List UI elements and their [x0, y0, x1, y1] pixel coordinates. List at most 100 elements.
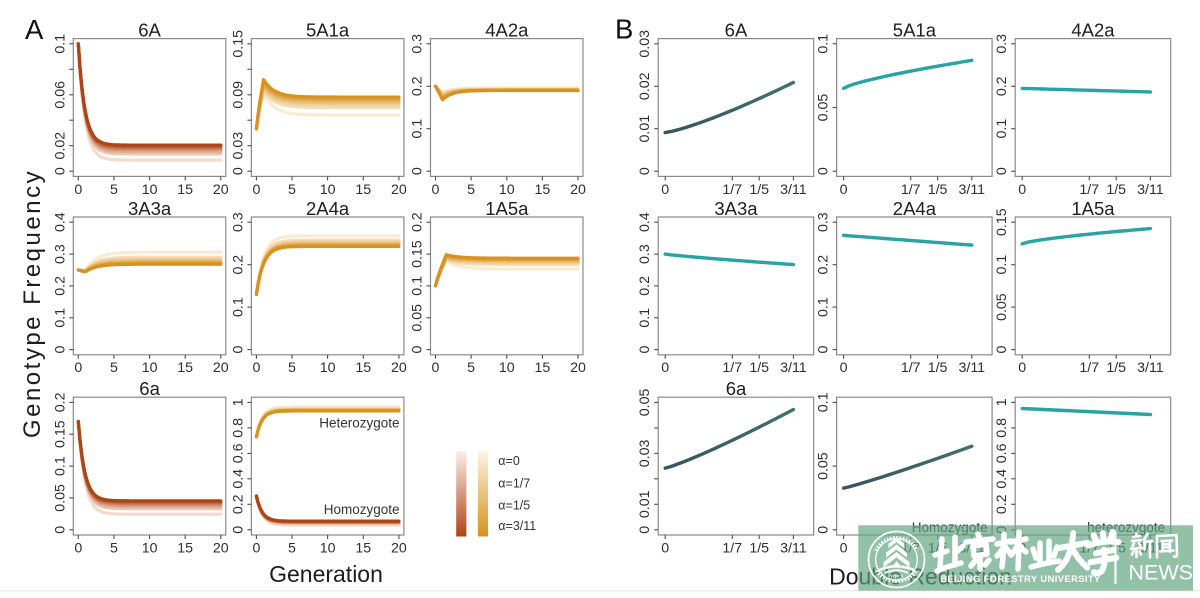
svg-text:0.15: 0.15 [410, 240, 426, 268]
svg-text:0.09: 0.09 [230, 81, 246, 109]
svg-text:10: 10 [499, 360, 515, 376]
svg-text:3/11: 3/11 [959, 360, 986, 376]
svg-text:10: 10 [142, 540, 158, 556]
svg-text:0: 0 [410, 167, 426, 175]
svg-text:0: 0 [230, 346, 246, 354]
svg-text:0: 0 [252, 182, 260, 198]
svg-text:5: 5 [288, 540, 296, 556]
svg-text:1952: 1952 [890, 576, 904, 582]
svg-text:20: 20 [391, 540, 407, 556]
svg-text:0.1: 0.1 [410, 276, 426, 296]
svg-text:15: 15 [355, 540, 371, 556]
svg-text:0: 0 [816, 167, 832, 175]
svg-text:4A2a: 4A2a [485, 19, 529, 40]
svg-text:0.01: 0.01 [637, 490, 653, 518]
svg-text:0: 0 [661, 540, 669, 556]
svg-text:0: 0 [432, 182, 440, 198]
svg-text:0: 0 [230, 526, 246, 534]
svg-text:10: 10 [499, 182, 515, 198]
svg-text:0.1: 0.1 [816, 392, 832, 412]
svg-text:20: 20 [213, 360, 229, 376]
svg-text:0.1: 0.1 [230, 297, 246, 317]
svg-text:0: 0 [252, 360, 260, 376]
svg-text:0: 0 [840, 360, 848, 376]
svg-text:1/7: 1/7 [1079, 360, 1099, 376]
svg-text:6A: 6A [725, 19, 748, 40]
svg-text:0.05: 0.05 [52, 484, 68, 512]
svg-text:0.3: 0.3 [52, 244, 68, 264]
svg-text:0.2: 0.2 [994, 76, 1010, 96]
svg-text:3/11: 3/11 [780, 182, 807, 198]
svg-text:0.2: 0.2 [410, 76, 426, 96]
svg-text:1: 1 [230, 398, 246, 406]
svg-text:15: 15 [177, 360, 193, 376]
svg-text:0.3: 0.3 [994, 34, 1010, 54]
svg-text:3/11: 3/11 [780, 540, 807, 556]
svg-text:3/11: 3/11 [780, 360, 807, 376]
svg-text:0: 0 [432, 360, 440, 376]
svg-text:0: 0 [74, 540, 82, 556]
svg-text:20: 20 [391, 182, 407, 198]
svg-text:10: 10 [142, 182, 158, 198]
svg-text:5A1a: 5A1a [893, 19, 937, 40]
svg-text:1/7: 1/7 [901, 360, 921, 376]
svg-text:0.4: 0.4 [230, 469, 246, 489]
svg-text:0: 0 [637, 526, 653, 534]
svg-text:3A3a: 3A3a [128, 198, 172, 219]
svg-text:0: 0 [840, 182, 848, 198]
svg-text:1A5a: 1A5a [1071, 198, 1115, 219]
svg-text:0.1: 0.1 [52, 456, 68, 476]
svg-text:10: 10 [320, 540, 336, 556]
svg-text:0: 0 [994, 346, 1010, 354]
svg-text:20: 20 [213, 182, 229, 198]
svg-text:0.3: 0.3 [637, 244, 653, 264]
svg-text:3/11: 3/11 [1137, 360, 1164, 376]
svg-text:0: 0 [816, 526, 832, 534]
svg-text:5: 5 [467, 182, 475, 198]
svg-text:1/7: 1/7 [722, 182, 742, 198]
svg-text:0.01: 0.01 [637, 115, 653, 143]
svg-text:0.4: 0.4 [52, 212, 68, 232]
svg-text:1/5: 1/5 [749, 360, 769, 376]
svg-text:0.05: 0.05 [410, 304, 426, 332]
svg-text:0: 0 [637, 167, 653, 175]
svg-text:15: 15 [535, 360, 551, 376]
svg-text:0.2: 0.2 [994, 494, 1010, 514]
svg-text:α=1/7: α=1/7 [498, 477, 530, 491]
svg-text:0.3: 0.3 [816, 212, 832, 232]
svg-text:0.6: 0.6 [994, 443, 1010, 463]
svg-text:0: 0 [74, 182, 82, 198]
svg-text:0.05: 0.05 [637, 388, 653, 416]
svg-text:20: 20 [391, 360, 407, 376]
svg-text:5: 5 [110, 182, 118, 198]
svg-text:5: 5 [110, 540, 118, 556]
svg-text:10: 10 [142, 360, 158, 376]
svg-text:3/11: 3/11 [959, 182, 986, 198]
svg-text:5: 5 [110, 360, 118, 376]
svg-text:4A2a: 4A2a [1071, 19, 1115, 40]
svg-text:0.03: 0.03 [637, 439, 653, 467]
svg-text:15: 15 [535, 182, 551, 198]
svg-text:A: A [25, 14, 44, 45]
svg-text:BEIJING FORESTRY UNIVERSITY: BEIJING FORESTRY UNIVERSITY [940, 574, 1101, 584]
svg-text:5: 5 [288, 360, 296, 376]
svg-text:20: 20 [213, 540, 229, 556]
svg-text:1/5: 1/5 [1106, 182, 1126, 198]
svg-text:0.2: 0.2 [410, 212, 426, 232]
svg-text:0.1: 0.1 [994, 255, 1010, 275]
svg-text:0.03: 0.03 [637, 30, 653, 58]
svg-text:0.1: 0.1 [637, 308, 653, 328]
svg-text:0.2: 0.2 [816, 255, 832, 275]
svg-text:Homozygote: Homozygote [324, 502, 400, 517]
svg-text:0: 0 [637, 346, 653, 354]
svg-text:15: 15 [355, 182, 371, 198]
svg-text:2A4a: 2A4a [893, 198, 937, 219]
svg-text:α=0: α=0 [498, 454, 520, 468]
svg-text:0: 0 [840, 540, 848, 556]
svg-text:0.02: 0.02 [52, 132, 68, 160]
svg-text:0.05: 0.05 [816, 452, 832, 480]
svg-text:0.4: 0.4 [637, 212, 653, 232]
svg-text:1: 1 [994, 398, 1010, 406]
svg-text:15: 15 [355, 360, 371, 376]
svg-text:0.3: 0.3 [410, 34, 426, 54]
